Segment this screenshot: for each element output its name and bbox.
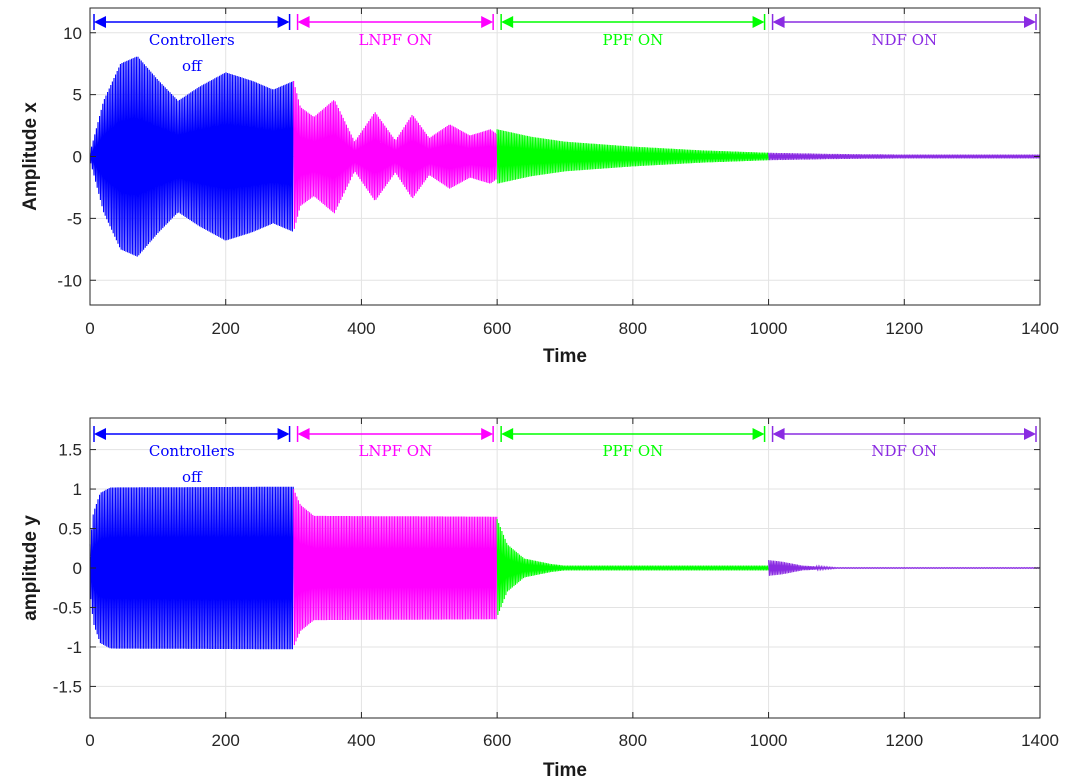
x-tick-label: 400 [347,319,375,338]
arrow-head-right [277,16,290,28]
segment-arrow-2: LNPF ON [296,426,494,460]
x-tick-label: 800 [619,731,647,750]
arrow-head-left [501,16,514,28]
x-tick-label: 1400 [1021,319,1059,338]
arrow-head-right [1024,16,1036,28]
arrow-head-left [297,16,310,28]
arrow-head-right [1024,428,1036,440]
x-tick-label: 800 [619,319,647,338]
y-tick-label: 0 [73,559,82,578]
chart-1: 0 200 400 600 800 1000 1200 1400 -10 -5 0 5 10 Time Am… [20,7,1059,367]
arrow-head-left [501,428,514,440]
segment-arrow-3: PPF ON [500,426,766,460]
x-tick-label: 1400 [1021,731,1059,750]
chart-2: 0 200 400 600 800 1000 1200 1400 -1.5 -1 -0.5 0 0.5 1… [20,417,1059,781]
x-tick-label: 400 [347,731,375,750]
series-line-2 [293,489,498,646]
x-tick-label: 1000 [750,731,788,750]
arrow-head-right [481,428,494,440]
x-tick-label: 200 [212,319,240,338]
series-line-3 [496,129,769,184]
y-tick-label: -5 [67,209,82,228]
x-tick-label: 0 [85,319,94,338]
segment-label: off [182,468,203,486]
x-tick-label: 1200 [885,319,923,338]
segment-label: Controllers [149,31,235,49]
y-axis-label: amplitude y [20,515,41,621]
x-axis-label: Time [543,346,587,367]
series-line-1 [89,486,294,650]
arrow-head-right [752,16,765,28]
segment-arrow-1: Controllers off [93,14,291,75]
arrow-head-left [94,16,106,28]
series-line-3 [496,519,769,616]
segment-label: Controllers [149,442,235,460]
x-tick-label: 0 [85,731,94,750]
series-line-4 [768,560,1041,576]
y-tick-label: 0.5 [58,520,82,539]
segment-label: PPF ON [602,442,663,460]
arrow-head-right [752,428,765,440]
segment-arrow-4: NDF ON [771,426,1037,460]
x-tick-label: 600 [483,319,511,338]
segment-arrow-1: Controllers off [93,426,291,486]
x-tick-label: 1000 [750,319,788,338]
arrow-head-right [481,16,494,28]
x-tick-label: 600 [483,731,511,750]
y-tick-label: -1 [67,638,82,657]
segment-label: PPF ON [602,31,663,49]
segment-arrow-3: PPF ON [500,14,766,49]
arrow-head-right [277,428,290,440]
series-line-2 [293,80,498,229]
y-tick-label: -1.5 [53,677,82,696]
arrow-head-left [94,428,106,440]
x-axis-label: Time [543,760,587,781]
y-tick-label: 5 [73,86,82,105]
y-tick-label: 1 [73,480,82,499]
y-tick-label: -0.5 [53,598,82,617]
arrow-head-left [297,428,310,440]
y-tick-label: 0 [73,148,82,167]
arrow-head-left [772,428,785,440]
segment-label: NDF ON [871,31,937,49]
y-tick-label: 1.5 [58,441,82,460]
series-line-1 [89,56,294,257]
segment-arrow-2: LNPF ON [296,14,494,49]
segment-arrow-4: NDF ON [771,14,1037,49]
y-axis-label: Amplitude x [20,102,41,211]
segment-label: NDF ON [871,442,937,460]
segment-label: LNPF ON [358,442,432,460]
arrow-head-left [772,16,785,28]
x-tick-label: 200 [212,731,240,750]
y-tick-label: 10 [63,24,82,43]
segment-label: off [182,57,203,75]
y-tick-label: -10 [57,271,82,290]
x-tick-label: 1200 [885,731,923,750]
series-line-4 [768,152,1041,161]
segment-label: LNPF ON [358,31,432,49]
